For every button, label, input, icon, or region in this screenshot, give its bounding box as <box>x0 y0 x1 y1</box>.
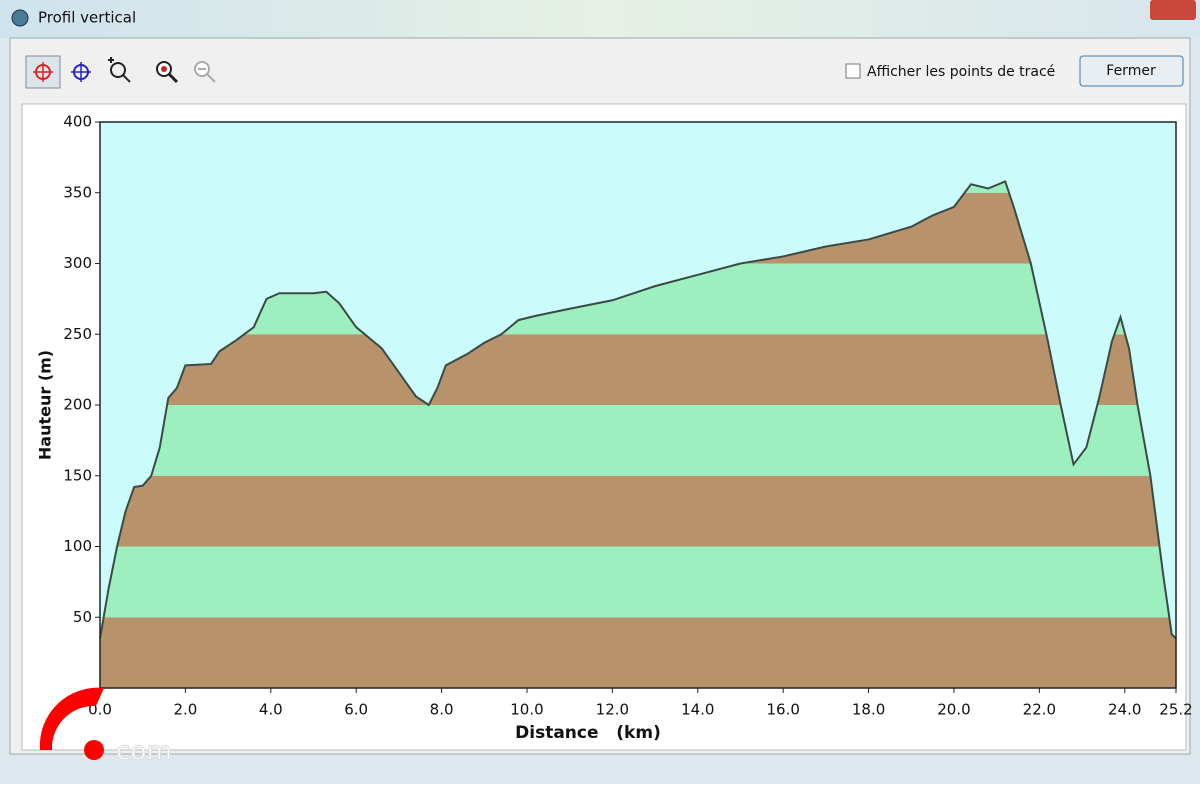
elevation-line <box>99 180 1177 640</box>
icon <box>167 72 179 84</box>
y-tick-label: 50 <box>73 608 92 626</box>
button-label[interactable]: Fermer <box>1106 63 1156 79</box>
y-tick-label: 200 <box>63 396 92 414</box>
x-tick-label: 16.0 <box>766 701 799 719</box>
x-tick-label: 8.0 <box>430 701 454 719</box>
y-tick-label: 400 <box>63 113 92 131</box>
x-tick-label: 24.0 <box>1108 701 1141 719</box>
app-icon <box>11 9 29 27</box>
watermark-logo <box>39 687 104 750</box>
icon <box>71 62 91 82</box>
y-tick-label: 350 <box>63 183 92 201</box>
window-title: Profil vertical <box>38 9 136 27</box>
elevation-band <box>100 334 1176 405</box>
checkbox[interactable] <box>845 63 861 79</box>
y-tick-label: 150 <box>63 466 92 484</box>
x-tick-label: 4.0 <box>259 701 283 719</box>
x-tick-label: 22.0 <box>1023 701 1056 719</box>
x-tick-label: 25.2 <box>1159 701 1192 719</box>
x-tick-label: 18.0 <box>852 701 885 719</box>
x-tick-label: 20.0 <box>937 701 970 719</box>
elevation-band <box>100 475 1176 547</box>
watermark: .com <box>108 737 172 767</box>
icon <box>161 66 167 72</box>
x-axis-label: Distance (km) <box>515 723 661 743</box>
y-tick-label: 100 <box>63 537 92 555</box>
checkbox-label[interactable]: Afficher les points de tracé <box>867 64 1055 80</box>
close-button[interactable] <box>1150 0 1196 20</box>
y-axis-label: Hauteur (m) <box>36 350 55 460</box>
watermark-dot <box>84 740 104 760</box>
elevation-band <box>100 546 1176 618</box>
y-tick-label: 300 <box>63 254 92 272</box>
elevation-band <box>100 405 1176 476</box>
icon <box>198 68 216 83</box>
x-tick-label: 12.0 <box>596 701 629 719</box>
close-dialog-button[interactable] <box>1079 55 1184 87</box>
x-tick-label: 10.0 <box>510 701 543 719</box>
x-tick-label: 14.0 <box>681 701 714 719</box>
toolbar <box>25 55 216 89</box>
icon <box>108 57 131 83</box>
elevation-band <box>100 617 1176 688</box>
tool-zoom-box[interactable] <box>110 62 126 78</box>
y-tick-label: 250 <box>63 325 92 343</box>
icon <box>33 62 53 82</box>
x-tick-label: 2.0 <box>173 701 197 719</box>
title-bar <box>0 0 1200 38</box>
x-tick-label: 6.0 <box>344 701 368 719</box>
